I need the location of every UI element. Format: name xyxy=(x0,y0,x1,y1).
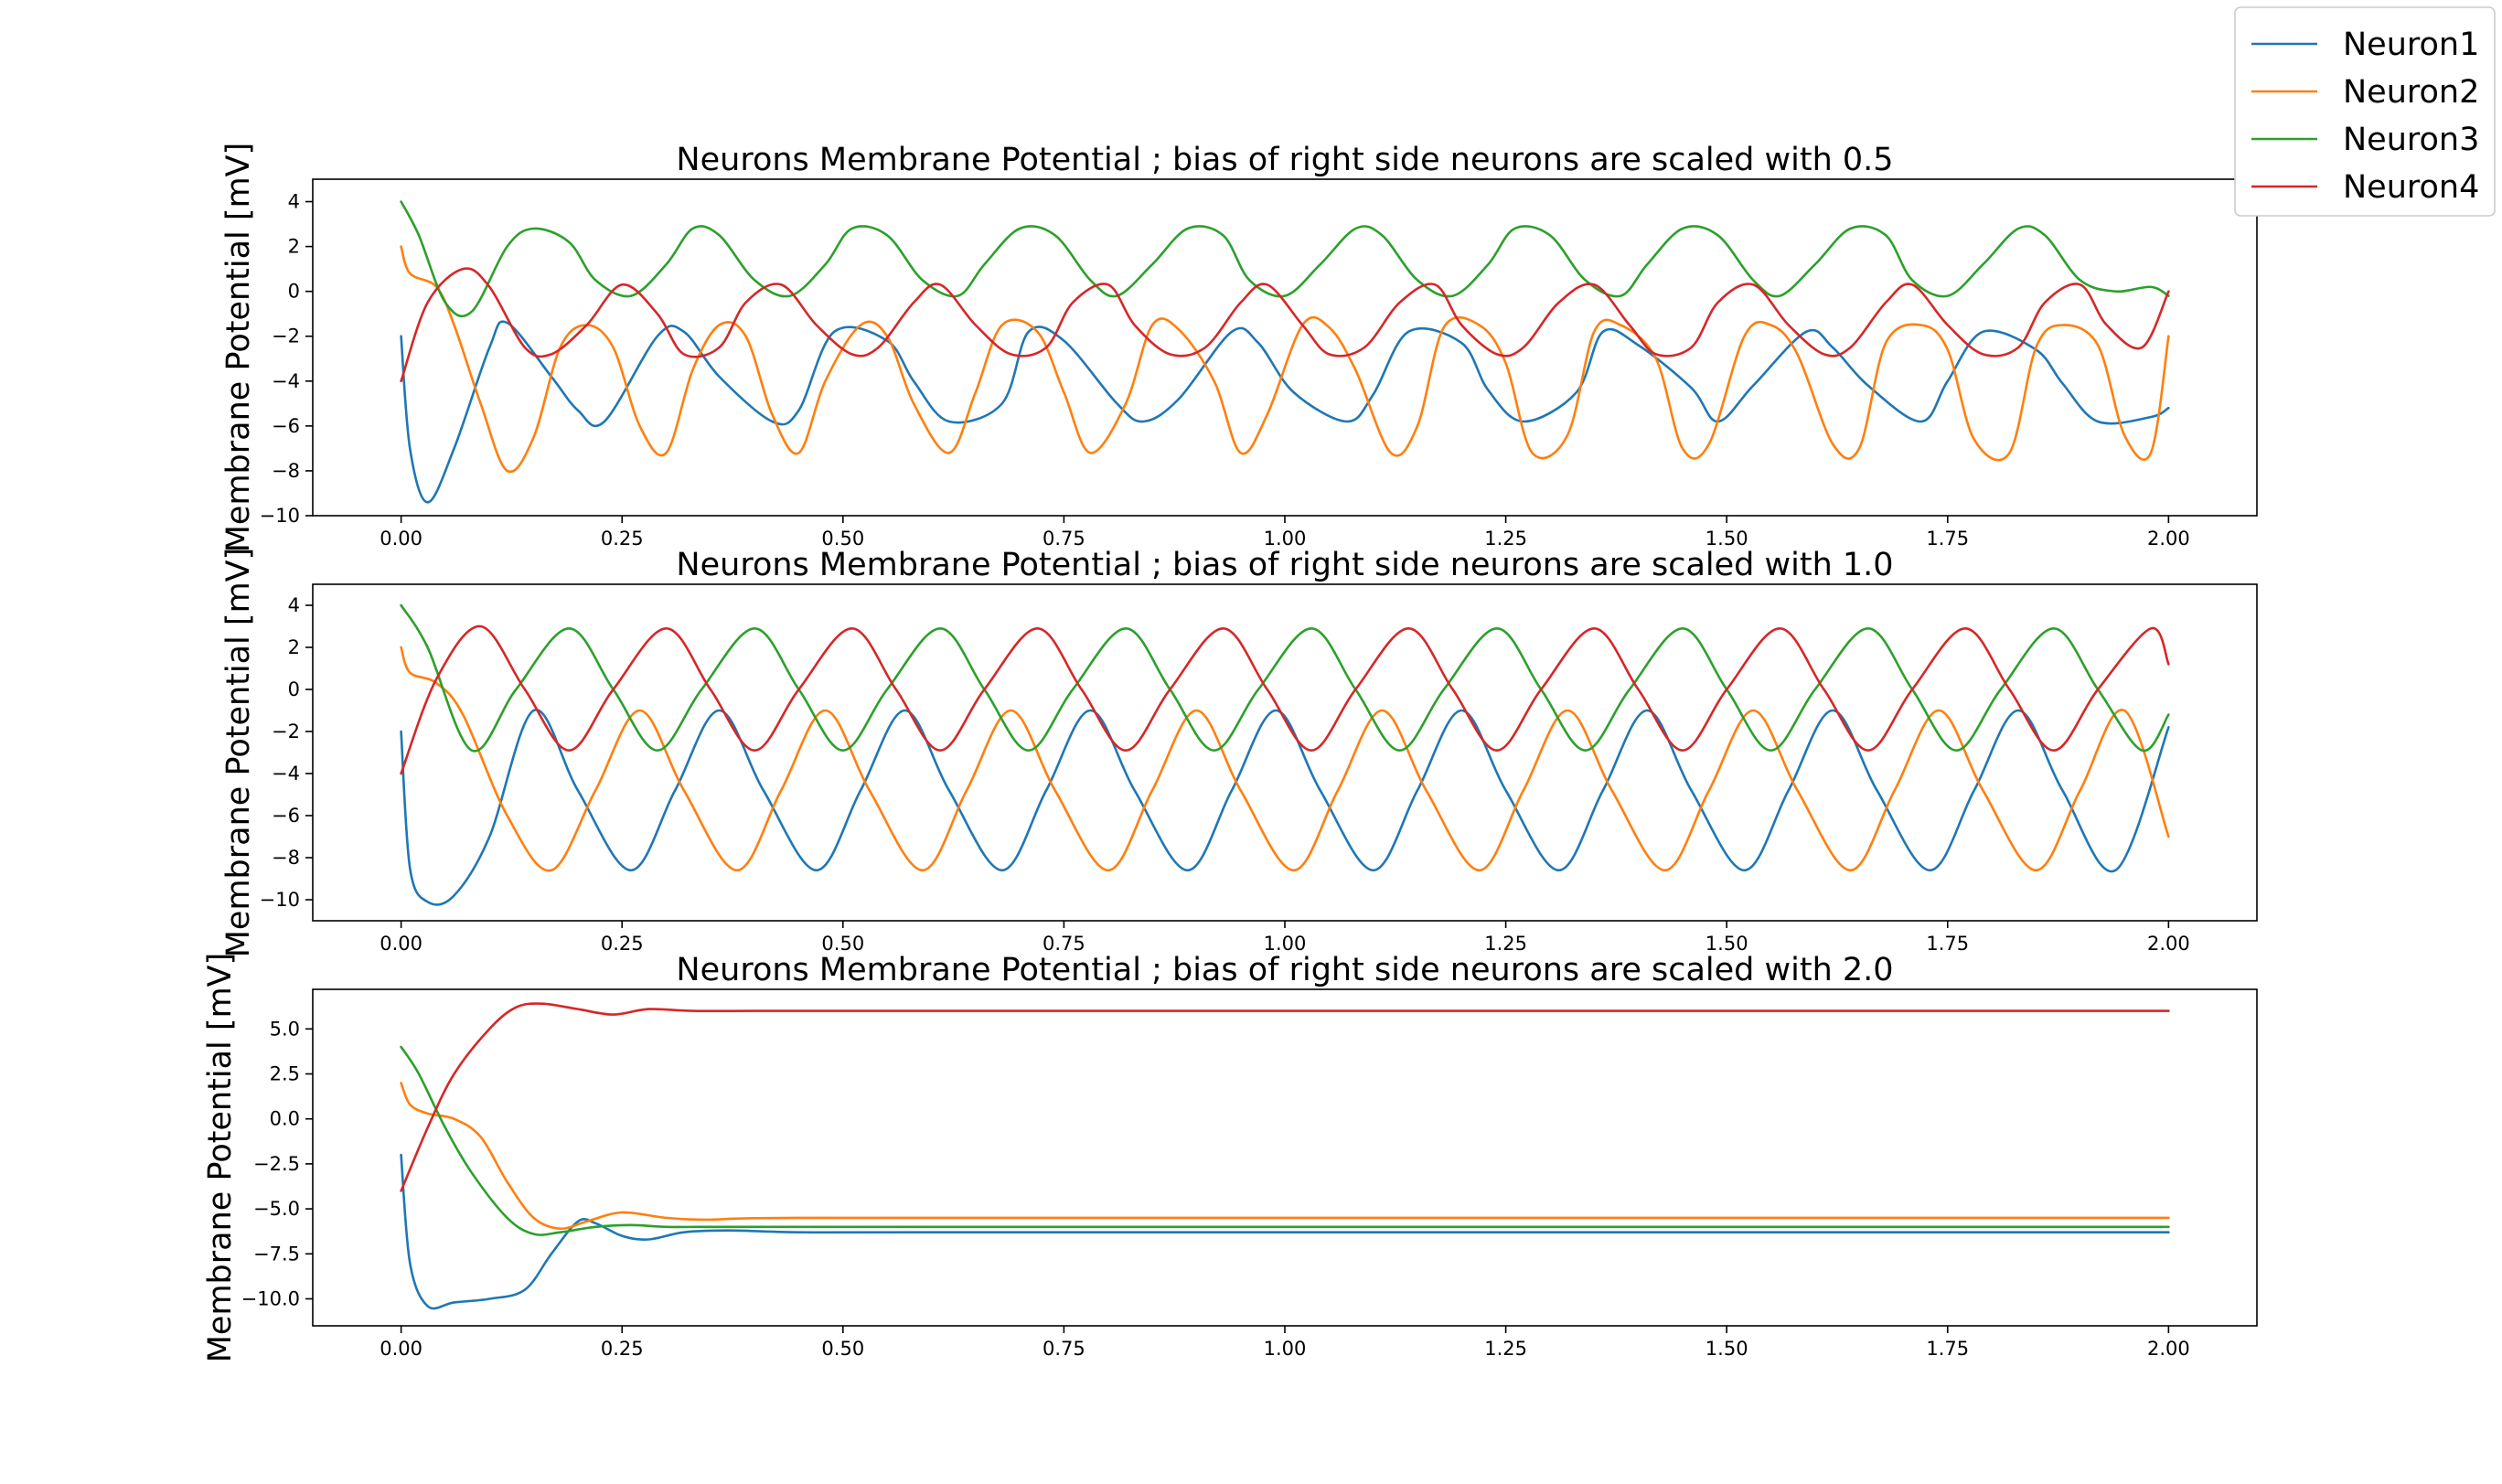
subplot-1-lines xyxy=(400,200,2170,504)
subplot-2-ylabel: Membrane Potential [mV] xyxy=(220,548,257,958)
legend-box xyxy=(2234,6,2496,217)
legend-entry-1: Neuron1 xyxy=(2251,27,2479,63)
subplot-3-xtick-label: 1.00 xyxy=(1264,1338,1307,1360)
subplot-3-xtick-label: 0.00 xyxy=(380,1338,422,1360)
subplot-1-ytick-label: −6 xyxy=(272,415,300,437)
subplot-3-series-neuron2 xyxy=(400,1082,2170,1231)
subplot-2-series-neuron1 xyxy=(400,709,2170,906)
subplot-3-series-neuron1 xyxy=(400,1153,2170,1310)
subplot-2-xtick-label: 1.50 xyxy=(1705,933,1748,955)
subplot-2: 0.00 0.25 0.50 0.75 1.00 1.25 1.50 1.75 2.00 −10 −… xyxy=(220,547,2258,958)
legend-label-2: Neuron2 xyxy=(2343,74,2479,111)
subplot-2-ytick-label: 4 xyxy=(288,594,300,616)
subplot-1-xtick-label: 2.00 xyxy=(2147,528,2190,550)
subplot-3-ytick-label: −2.5 xyxy=(253,1153,300,1175)
subplot-3-xtick-label: 2.00 xyxy=(2147,1338,2190,1360)
subplot-2-ytick-label: 2 xyxy=(288,636,300,658)
subplot-3-xtick-label: 1.75 xyxy=(1926,1338,1969,1360)
subplot-1-xtick-label: 0.75 xyxy=(1042,528,1085,550)
legend-entry-4: Neuron4 xyxy=(2251,169,2479,206)
subplot-2-xtick-label: 0.25 xyxy=(601,933,644,955)
subplot-2-xtick-label: 1.75 xyxy=(1926,933,1969,955)
subplot-3-series-neuron4 xyxy=(400,1002,2170,1192)
subplot-1-series-neuron2 xyxy=(400,245,2170,474)
subplot-1-xtick-label: 0.50 xyxy=(821,528,864,550)
subplot-3-xtick-label: 0.50 xyxy=(821,1338,864,1360)
subplot-3: 0.00 0.25 0.50 0.75 1.00 1.25 1.50 1.75 2.00 −10.… xyxy=(202,952,2258,1363)
subplot-2-xtick-label: 0.00 xyxy=(380,933,422,955)
subplot-2-xtick-label: 1.00 xyxy=(1264,933,1307,955)
subplot-2-ytick-label: −10 xyxy=(260,889,300,911)
subplot-2-ytick-label: 0 xyxy=(288,678,300,700)
subplot-3-ytick-label: −10.0 xyxy=(241,1287,300,1309)
subplot-2-lines xyxy=(400,603,2170,906)
subplot-1-xtick-label: 1.00 xyxy=(1264,528,1307,550)
subplot-3-ytick-label: −5.0 xyxy=(253,1198,300,1220)
subplot-2-ticks: 0.00 0.25 0.50 0.75 1.00 1.25 1.50 1.75 2.00 −10 −… xyxy=(260,594,2190,955)
subplot-1-ticks: 0.00 0.25 0.50 0.75 1.00 1.25 1.50 1.75 2.00 −10 −… xyxy=(260,191,2190,550)
legend-label-3: Neuron3 xyxy=(2343,122,2479,158)
subplot-2-ytick-label: −8 xyxy=(272,847,300,869)
subplot-2-title: Neurons Membrane Potential ; bias of rig… xyxy=(676,547,1893,583)
subplot-2-xtick-label: 0.75 xyxy=(1042,933,1085,955)
subplot-3-ytick-label: 0.0 xyxy=(270,1108,300,1130)
subplot-1-ytick-label: −8 xyxy=(272,460,300,482)
subplot-2-series-neuron3 xyxy=(400,603,2170,753)
subplot-2-xtick-label: 1.25 xyxy=(1484,933,1527,955)
subplot-3-ytick-label: 5.0 xyxy=(270,1018,300,1040)
subplot-1-xtick-label: 0.25 xyxy=(601,528,644,550)
subplot-3-series-neuron3 xyxy=(400,1045,2170,1236)
subplot-3-xtick-label: 0.25 xyxy=(601,1338,644,1360)
subplot-2-ytick-label: −4 xyxy=(272,763,300,785)
subplot-1-ytick-label: 4 xyxy=(288,191,300,213)
legend-entry-2: Neuron2 xyxy=(2251,74,2479,111)
subplot-2-series-neuron2 xyxy=(400,646,2170,872)
subplot-2-ytick-label: −2 xyxy=(272,721,300,742)
subplot-3-ytick-label: −7.5 xyxy=(253,1243,300,1265)
subplot-1-ytick-label: −4 xyxy=(272,370,300,392)
subplot-3-ylabel: Membrane Potential [mV] xyxy=(202,953,239,1363)
subplot-1: 0.00 0.25 0.50 0.75 1.00 1.25 1.50 1.75 2.00 −10 −… xyxy=(220,142,2258,553)
subplot-3-lines xyxy=(400,1002,2170,1310)
subplot-3-title: Neurons Membrane Potential ; bias of rig… xyxy=(676,952,1893,988)
subplot-1-series-neuron4 xyxy=(400,267,2170,383)
subplot-1-series-neuron1 xyxy=(400,320,2170,504)
subplot-2-xtick-label: 0.50 xyxy=(821,933,864,955)
subplot-1-xtick-label: 1.75 xyxy=(1926,528,1969,550)
subplot-3-ytick-label: 2.5 xyxy=(270,1062,300,1084)
subplot-3-xtick-label: 0.75 xyxy=(1042,1338,1085,1360)
subplot-1-ytick-label: 0 xyxy=(288,281,300,303)
subplot-1-xtick-label: 1.25 xyxy=(1484,528,1527,550)
subplot-1-title: Neurons Membrane Potential ; bias of rig… xyxy=(676,142,1893,178)
subplot-3-xtick-label: 1.50 xyxy=(1705,1338,1748,1360)
subplot-1-xtick-label: 0.00 xyxy=(380,528,422,550)
legend: Neuron1 Neuron2 Neuron3 Neuron4 xyxy=(2234,6,2496,217)
subplot-1-ytick-label: 2 xyxy=(288,236,300,258)
legend-label-4: Neuron4 xyxy=(2343,169,2479,206)
subplot-3-xtick-label: 1.25 xyxy=(1484,1338,1527,1360)
subplot-2-xtick-label: 2.00 xyxy=(2147,933,2190,955)
subplot-2-ytick-label: −6 xyxy=(272,805,300,827)
subplot-1-ytick-label: −2 xyxy=(272,326,300,347)
subplot-2-series-neuron4 xyxy=(400,625,2170,775)
legend-label-1: Neuron1 xyxy=(2343,27,2479,63)
subplot-1-series-neuron3 xyxy=(400,200,2170,318)
subplot-3-ticks: 0.00 0.25 0.50 0.75 1.00 1.25 1.50 1.75 2.00 −10.… xyxy=(241,1018,2190,1360)
subplot-1-ytick-label: −10 xyxy=(260,505,300,527)
subplot-1-xtick-label: 1.50 xyxy=(1705,528,1748,550)
subplot-1-ylabel: Membrane Potential [mV] xyxy=(220,143,257,553)
legend-entry-3: Neuron3 xyxy=(2251,122,2479,158)
